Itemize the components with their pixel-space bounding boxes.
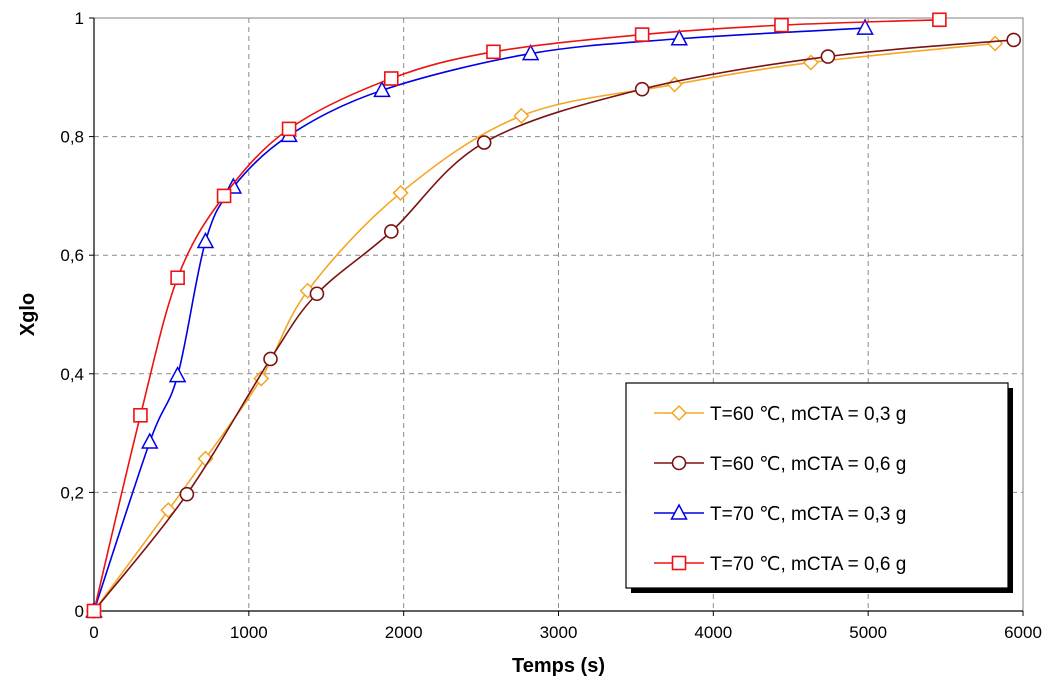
series-4 (86, 12, 947, 619)
data-point-marker (634, 27, 650, 42)
data-point-marker (373, 80, 391, 98)
data-point-marker (392, 184, 409, 201)
x-tick-label: 6000 (1004, 623, 1042, 642)
legend: T=60 ℃, mCTA = 0,3 g T=60 ℃, mCTA = 0,6 g… (625, 382, 1013, 593)
legend-item: T=60 ℃, mCTA = 0,3 g (654, 404, 906, 425)
data-point-marker (634, 81, 650, 97)
data-point-marker (383, 224, 399, 239)
data-point-marker (932, 12, 947, 28)
data-point-marker (216, 188, 232, 204)
x-tick-label: 1000 (230, 623, 268, 642)
data-point-marker (140, 432, 159, 449)
data-point-marker (179, 486, 195, 502)
series-line (93, 18, 940, 612)
data-point-marker (281, 121, 297, 137)
data-point-marker (170, 270, 185, 286)
data-point-marker (383, 71, 399, 86)
legend-label: T=60 ℃, mCTA = 0,3 g (710, 404, 906, 425)
y-tick-label: 0,6 (60, 246, 84, 265)
y-tick-label: 0,2 (60, 483, 84, 502)
series-line (93, 39, 1014, 612)
x-tick-label: 4000 (694, 623, 732, 642)
data-point-marker (1006, 32, 1022, 48)
data-point-marker (513, 107, 530, 124)
data-point-marker (774, 17, 789, 33)
y-tick-label: 0,4 (60, 365, 84, 384)
legend-label: T=60 ℃, mCTA = 0,6 g (710, 454, 906, 475)
legend-item: T=70 ℃, mCTA = 0,6 g (654, 554, 906, 575)
y-axis-title: Xglo (17, 293, 39, 336)
data-point-marker (196, 231, 215, 249)
legend-swatch-marker (670, 404, 688, 422)
data-point-marker (521, 43, 540, 61)
data-point-marker (309, 286, 325, 302)
data-point-marker (263, 351, 278, 367)
data-point-marker (253, 370, 270, 387)
y-tick-label: 0 (75, 602, 84, 621)
legend-swatch-marker (671, 455, 687, 471)
ticks: 0 1000 2000 3000 4000 5000 6000 0 0,2 0,4 0,6 0,8 1 (60, 9, 1042, 642)
x-tick-label: 2000 (385, 623, 423, 642)
legend-swatch-marker (670, 503, 688, 520)
legend-box (625, 382, 1009, 589)
series-1 (85, 35, 1004, 620)
data-point-marker (486, 44, 501, 60)
data-point-marker (670, 29, 689, 46)
legend-swatch-marker (671, 555, 687, 571)
data-point-marker (820, 49, 836, 64)
data-point-marker (86, 603, 102, 619)
legend-label: T=70 ℃, mCTA = 0,6 g (710, 554, 906, 575)
legend-item: T=60 ℃, mCTA = 0,6 g (654, 454, 906, 475)
data-point-marker (856, 18, 874, 35)
y-tick-label: 1 (75, 9, 84, 28)
data-point-marker (476, 135, 492, 150)
y-tick-label: 0,8 (60, 128, 84, 147)
x-tick-label: 3000 (540, 623, 578, 642)
x-axis-title: Temps (s) (512, 655, 605, 677)
legend-item: T=70 ℃, mCTA = 0,3 g (654, 503, 906, 525)
legend-label: T=70 ℃, mCTA = 0,3 g (710, 504, 906, 525)
x-tick-label: 5000 (849, 623, 887, 642)
data-point-marker (168, 365, 187, 383)
series-line (93, 42, 996, 612)
x-tick-label: 0 (89, 623, 98, 642)
data-point-marker (133, 408, 148, 423)
